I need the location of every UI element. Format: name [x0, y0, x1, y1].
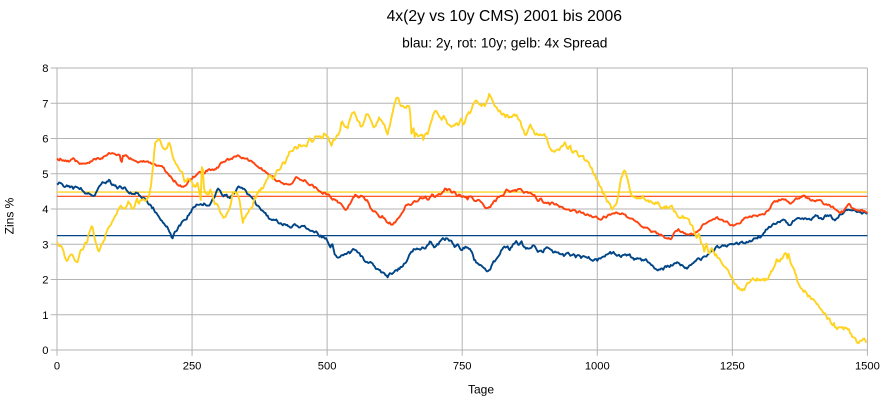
svg-text:Zins %: Zins % [3, 197, 17, 234]
svg-text:4x(2y vs 10y CMS) 2001 bis 200: 4x(2y vs 10y CMS) 2001 bis 2006 [387, 8, 623, 25]
svg-text:250: 250 [183, 361, 202, 373]
svg-text:2: 2 [42, 275, 48, 287]
svg-text:0: 0 [42, 345, 48, 357]
svg-text:4: 4 [42, 204, 48, 216]
svg-text:500: 500 [318, 361, 337, 373]
svg-text:blau: 2y, rot: 10y; gelb: 4x S: blau: 2y, rot: 10y; gelb: 4x Spread [402, 35, 607, 50]
svg-text:7: 7 [42, 98, 48, 110]
svg-text:1500: 1500 [855, 361, 880, 373]
svg-text:1250: 1250 [720, 361, 745, 373]
svg-text:1: 1 [42, 310, 48, 322]
svg-text:Tage: Tage [468, 382, 494, 396]
svg-text:1000: 1000 [585, 361, 610, 373]
svg-text:6: 6 [42, 134, 48, 146]
svg-text:5: 5 [42, 169, 48, 181]
svg-text:3: 3 [42, 239, 48, 251]
svg-text:0: 0 [54, 361, 60, 373]
svg-text:750: 750 [453, 361, 472, 373]
svg-text:8: 8 [42, 63, 48, 75]
